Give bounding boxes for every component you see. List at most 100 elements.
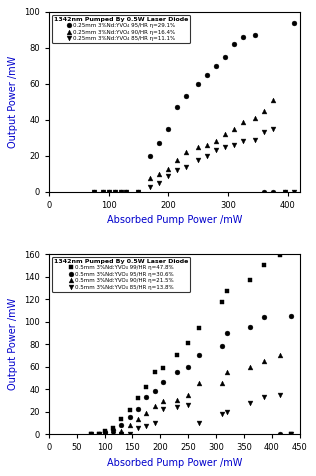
0.5mm 3%Nd:YVO₄ 85/HR η=13.8% [220,411,224,416]
0.5mm 3%Nd:YVO₄ 85/HR η=13.8% [175,404,179,410]
0.25mm 3%Nd:YVO₄ 85/HR η=11.1% [253,137,257,142]
0.5mm 3%Nd:YVO₄ 95/HR η=30.6% [128,414,131,420]
0.25mm 3%Nd:YVO₄ 90/HR η=16.4% [262,108,266,114]
0.5mm 3%Nd:YVO₄ 99/HR η=47.8% [111,426,115,431]
0.5mm 3%Nd:YVO₄ 90/HR η=21.5% [103,431,106,437]
0.25mm 3%Nd:YVO₄ 95/HR η=29.1% [101,189,105,195]
Line: 0.5mm 3%Nd:YVO₄ 85/HR η=13.8%: 0.5mm 3%Nd:YVO₄ 85/HR η=13.8% [88,392,294,436]
0.5mm 3%Nd:YVO₄ 99/HR η=47.8% [161,365,165,370]
0.25mm 3%Nd:YVO₄ 95/HR η=29.1% [214,63,218,69]
0.5mm 3%Nd:YVO₄ 85/HR η=13.8% [103,431,106,437]
0.5mm 3%Nd:YVO₄ 95/HR η=30.6% [186,364,190,369]
0.5mm 3%Nd:YVO₄ 85/HR η=13.8% [128,431,131,437]
0.5mm 3%Nd:YVO₄ 85/HR η=13.8% [97,431,101,437]
0.5mm 3%Nd:YVO₄ 95/HR η=30.6% [262,314,265,320]
0.25mm 3%Nd:YVO₄ 90/HR η=16.4% [125,189,128,195]
0.25mm 3%Nd:YVO₄ 95/HR η=29.1% [283,189,287,195]
0.5mm 3%Nd:YVO₄ 99/HR η=47.8% [278,252,282,258]
0.5mm 3%Nd:YVO₄ 85/HR η=13.8% [111,431,115,437]
X-axis label: Absorbed Pump Power /mW: Absorbed Pump Power /mW [106,457,242,467]
0.5mm 3%Nd:YVO₄ 99/HR η=47.8% [198,326,201,331]
0.5mm 3%Nd:YVO₄ 95/HR η=30.6% [278,431,282,437]
0.25mm 3%Nd:YVO₄ 90/HR η=16.4% [205,142,209,148]
0.5mm 3%Nd:YVO₄ 95/HR η=30.6% [248,324,252,330]
0.5mm 3%Nd:YVO₄ 99/HR η=47.8% [103,428,106,434]
0.5mm 3%Nd:YVO₄ 85/HR η=13.8% [225,409,229,415]
0.5mm 3%Nd:YVO₄ 90/HR η=21.5% [262,358,265,364]
Y-axis label: Output Power /mW: Output Power /mW [9,56,18,148]
0.25mm 3%Nd:YVO₄ 95/HR η=29.1% [232,41,236,47]
0.5mm 3%Nd:YVO₄ 95/HR η=30.6% [153,388,157,394]
0.5mm 3%Nd:YVO₄ 90/HR η=21.5% [289,431,293,437]
0.25mm 3%Nd:YVO₄ 95/HR η=29.1% [253,32,257,38]
0.5mm 3%Nd:YVO₄ 85/HR η=13.8% [119,431,123,437]
0.25mm 3%Nd:YVO₄ 85/HR η=11.1% [137,189,140,195]
0.25mm 3%Nd:YVO₄ 90/HR η=16.4% [112,189,116,195]
0.25mm 3%Nd:YVO₄ 85/HR η=11.1% [271,126,275,132]
0.25mm 3%Nd:YVO₄ 85/HR η=11.1% [125,189,128,195]
0.25mm 3%Nd:YVO₄ 90/HR η=16.4% [118,189,122,195]
0.5mm 3%Nd:YVO₄ 99/HR η=47.8% [144,384,148,390]
0.5mm 3%Nd:YVO₄ 99/HR η=47.8% [89,431,93,437]
0.25mm 3%Nd:YVO₄ 95/HR η=29.1% [137,189,140,195]
0.25mm 3%Nd:YVO₄ 95/HR η=29.1% [157,140,161,146]
0.5mm 3%Nd:YVO₄ 90/HR η=21.5% [248,364,252,369]
0.25mm 3%Nd:YVO₄ 85/HR η=11.1% [149,184,152,189]
0.5mm 3%Nd:YVO₄ 99/HR η=47.8% [128,407,131,413]
0.5mm 3%Nd:YVO₄ 90/HR η=21.5% [175,397,179,403]
0.5mm 3%Nd:YVO₄ 95/HR η=30.6% [198,352,201,358]
0.25mm 3%Nd:YVO₄ 85/HR η=11.1% [232,142,236,148]
0.25mm 3%Nd:YVO₄ 90/HR η=16.4% [232,126,236,132]
0.5mm 3%Nd:YVO₄ 95/HR η=30.6% [136,407,140,412]
0.5mm 3%Nd:YVO₄ 99/HR η=47.8% [225,288,229,294]
0.5mm 3%Nd:YVO₄ 90/HR η=21.5% [136,416,140,422]
0.5mm 3%Nd:YVO₄ 95/HR η=30.6% [111,426,115,432]
0.25mm 3%Nd:YVO₄ 85/HR η=11.1% [262,129,266,135]
0.5mm 3%Nd:YVO₄ 99/HR η=47.8% [220,299,224,305]
0.25mm 3%Nd:YVO₄ 85/HR η=11.1% [205,153,209,159]
Line: 0.25mm 3%Nd:YVO₄ 95/HR η=29.1%: 0.25mm 3%Nd:YVO₄ 95/HR η=29.1% [91,20,296,194]
0.5mm 3%Nd:YVO₄ 90/HR η=21.5% [161,398,165,404]
Legend: 0.25mm 3%Nd:YVO₄ 95/HR η=29.1%, 0.25mm 3%Nd:YVO₄ 90/HR η=16.4%, 0.25mm 3%Nd:YVO₄: 0.25mm 3%Nd:YVO₄ 95/HR η=29.1%, 0.25mm 3… [52,15,190,43]
Legend: 0.5mm 3%Nd:YVO₄ 99/HR η=47.8%, 0.5mm 3%Nd:YVO₄ 95/HR η=30.6%, 0.5mm 3%Nd:YVO₄ 90: 0.5mm 3%Nd:YVO₄ 99/HR η=47.8%, 0.5mm 3%N… [52,257,190,292]
0.5mm 3%Nd:YVO₄ 85/HR η=13.8% [153,420,157,426]
0.25mm 3%Nd:YVO₄ 85/HR η=11.1% [112,189,116,195]
0.25mm 3%Nd:YVO₄ 85/HR η=11.1% [92,189,95,195]
0.5mm 3%Nd:YVO₄ 90/HR η=21.5% [153,403,157,409]
0.5mm 3%Nd:YVO₄ 85/HR η=13.8% [198,420,201,426]
0.5mm 3%Nd:YVO₄ 85/HR η=13.8% [248,400,252,406]
0.5mm 3%Nd:YVO₄ 95/HR η=30.6% [289,313,293,319]
0.25mm 3%Nd:YVO₄ 95/HR η=29.1% [175,104,179,110]
0.25mm 3%Nd:YVO₄ 90/HR η=16.4% [253,115,257,121]
0.25mm 3%Nd:YVO₄ 95/HR η=29.1% [92,189,95,195]
0.25mm 3%Nd:YVO₄ 90/HR η=16.4% [107,189,111,195]
0.25mm 3%Nd:YVO₄ 95/HR η=29.1% [125,189,128,195]
0.25mm 3%Nd:YVO₄ 90/HR η=16.4% [283,189,287,195]
0.5mm 3%Nd:YVO₄ 99/HR η=47.8% [186,340,190,346]
0.5mm 3%Nd:YVO₄ 85/HR η=13.8% [136,426,140,431]
Line: 0.25mm 3%Nd:YVO₄ 90/HR η=16.4%: 0.25mm 3%Nd:YVO₄ 90/HR η=16.4% [91,98,296,194]
0.25mm 3%Nd:YVO₄ 90/HR η=16.4% [157,171,161,177]
0.25mm 3%Nd:YVO₄ 95/HR η=29.1% [167,126,170,132]
0.5mm 3%Nd:YVO₄ 90/HR η=21.5% [119,428,123,434]
0.5mm 3%Nd:YVO₄ 90/HR η=21.5% [144,410,148,416]
0.5mm 3%Nd:YVO₄ 85/HR η=13.8% [161,407,165,412]
0.25mm 3%Nd:YVO₄ 85/HR η=11.1% [101,189,105,195]
0.5mm 3%Nd:YVO₄ 85/HR η=13.8% [262,394,265,400]
0.25mm 3%Nd:YVO₄ 85/HR η=11.1% [167,173,170,178]
0.5mm 3%Nd:YVO₄ 95/HR η=30.6% [175,369,179,375]
0.25mm 3%Nd:YVO₄ 90/HR η=16.4% [196,144,200,150]
0.25mm 3%Nd:YVO₄ 90/HR η=16.4% [92,189,95,195]
0.25mm 3%Nd:YVO₄ 90/HR η=16.4% [292,189,296,195]
0.5mm 3%Nd:YVO₄ 95/HR η=30.6% [161,379,165,385]
0.25mm 3%Nd:YVO₄ 95/HR η=29.1% [292,20,296,26]
0.25mm 3%Nd:YVO₄ 90/HR η=16.4% [167,166,170,171]
0.25mm 3%Nd:YVO₄ 85/HR η=11.1% [241,139,245,144]
Line: 0.5mm 3%Nd:YVO₄ 90/HR η=21.5%: 0.5mm 3%Nd:YVO₄ 90/HR η=21.5% [88,353,294,436]
0.5mm 3%Nd:YVO₄ 99/HR η=47.8% [136,395,140,401]
0.25mm 3%Nd:YVO₄ 95/HR η=29.1% [223,54,227,60]
0.25mm 3%Nd:YVO₄ 95/HR η=29.1% [184,94,188,99]
0.25mm 3%Nd:YVO₄ 95/HR η=29.1% [241,34,245,40]
0.5mm 3%Nd:YVO₄ 90/HR η=21.5% [220,381,224,387]
0.25mm 3%Nd:YVO₄ 90/HR η=16.4% [223,131,227,137]
